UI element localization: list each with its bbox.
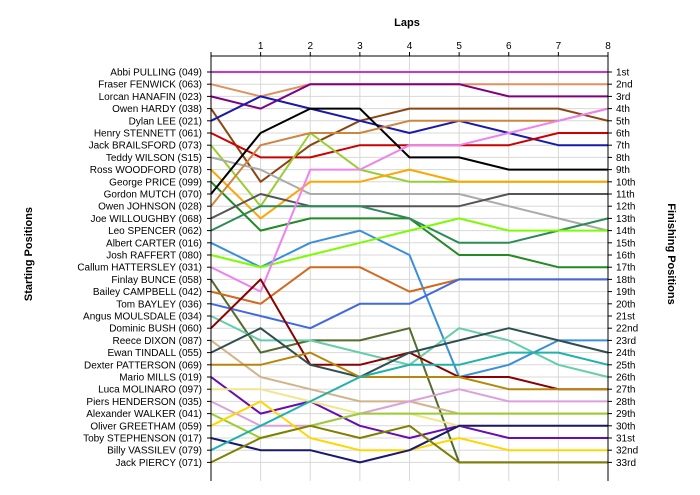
- series-line: [210, 107, 609, 183]
- series-line: [210, 388, 608, 427]
- driver-label: Josh RAFFERT (080): [106, 251, 202, 262]
- driver-label: Callum HATTERSLEY (031): [77, 263, 202, 274]
- driver-label: Owen HARDY (038): [112, 104, 202, 115]
- finishing-position-label: 28th: [616, 397, 635, 408]
- finishing-position-label: 5th: [616, 116, 630, 127]
- driver-label: Angus MOULSDALE (034): [83, 312, 202, 323]
- finishing-position-label: 26th: [616, 373, 635, 384]
- driver-label: Albert CARTER (016): [106, 238, 202, 249]
- y-axis-label-right: Finishing Positions: [665, 203, 677, 304]
- series-line: [211, 351, 608, 391]
- driver-label: Bailey CAMPBELL (042): [93, 287, 202, 298]
- finishing-position-label: 31st: [616, 434, 635, 445]
- series-line: [210, 95, 608, 147]
- x-tick-label: 7: [556, 41, 562, 52]
- finishing-position-label: 15th: [616, 238, 635, 249]
- driver-label: Lorcan HANAFIN (023): [99, 92, 202, 103]
- x-tick-label: 8: [605, 41, 611, 52]
- driver-label: Dominic BUSH (060): [109, 324, 202, 335]
- driver-label: Jack PIERCY (071): [115, 458, 202, 469]
- finishing-position-label: 1st: [616, 68, 630, 79]
- finishing-position-label: 3rd: [616, 92, 630, 103]
- series-line: [210, 424, 608, 464]
- driver-label: Fraser FENWICK (063): [98, 80, 202, 91]
- finishing-position-label: 22nd: [616, 324, 638, 335]
- driver-label: Toby STEPHENSON (017): [83, 434, 202, 445]
- driver-label: Jack BRAILSFORD (073): [89, 141, 202, 152]
- finishing-position-label: 10th: [616, 177, 635, 188]
- driver-label: Piers HENDERSON (035): [86, 397, 202, 408]
- driver-label: Oliver GREETHAM (059): [90, 421, 202, 432]
- driver-label: Alexander WALKER (041): [86, 409, 202, 420]
- finishing-position-label: 24th: [616, 348, 635, 359]
- x-tick-label: 6: [506, 41, 512, 52]
- finishing-position-label: 12th: [616, 202, 635, 213]
- series-line: [210, 107, 609, 293]
- series-line: [210, 107, 608, 195]
- finishing-position-label: 4th: [616, 104, 630, 115]
- finishing-position-label: 9th: [616, 165, 630, 176]
- series-line: [210, 424, 608, 464]
- finishing-position-label: 8th: [616, 153, 630, 164]
- finishing-position-label: 6th: [616, 129, 630, 140]
- finishing-position-label: 11th: [616, 190, 635, 201]
- series-line: [210, 327, 609, 378]
- driver-label: George PRICE (099): [109, 177, 202, 188]
- finishing-position-label: 16th: [616, 251, 635, 262]
- driver-label: Reece DIXON (087): [113, 336, 202, 347]
- series-line: [210, 217, 608, 269]
- finishing-position-label: 25th: [616, 360, 635, 371]
- series-line: [210, 156, 609, 232]
- series-line: [210, 205, 609, 244]
- series-line: [210, 107, 609, 207]
- finishing-position-label: 30th: [616, 421, 635, 432]
- finishing-position-label: 13th: [616, 214, 635, 225]
- driver-label: Dylan LEE (021): [129, 116, 202, 127]
- finishing-position-label: 32nd: [616, 446, 638, 457]
- chart-title: Laps: [394, 17, 420, 29]
- series-line: [210, 376, 608, 439]
- series-line: [210, 278, 608, 330]
- finishing-position-label: 19th: [616, 287, 635, 298]
- x-tick-label: 5: [456, 41, 462, 52]
- series-line: [210, 229, 608, 378]
- finishing-position-label: 21st: [616, 312, 635, 323]
- finishing-position-label: 29th: [616, 409, 635, 420]
- finishing-position-label: 20th: [616, 299, 635, 310]
- driver-label: Ewan TINDALL (055): [108, 348, 203, 359]
- series-lines: [210, 71, 609, 464]
- series-line: [210, 193, 608, 220]
- driver-label: Leo SPENCER (062): [108, 226, 202, 237]
- driver-label: Dexter PATTERSON (069): [84, 360, 202, 371]
- series-line: [210, 351, 609, 452]
- driver-label: Luca MOLINARO (097): [98, 385, 202, 396]
- driver-label: Billy VASSILEV (079): [107, 446, 202, 457]
- driver-label: Gordon MUTCH (070): [104, 190, 202, 201]
- x-tick-label: 1: [258, 41, 264, 52]
- finishing-position-label: 2nd: [616, 80, 633, 91]
- driver-label: Ross WOODFORD (078): [90, 165, 202, 176]
- axes: [207, 52, 612, 481]
- x-tick-label: 4: [407, 41, 413, 52]
- driver-label: Teddy WILSON (S15): [106, 153, 202, 164]
- driver-label: Joe WILLOUGHBY (068): [90, 214, 202, 225]
- finishing-position-label: 18th: [616, 275, 635, 286]
- x-tick-label: 3: [357, 41, 363, 52]
- finishing-position-label: 17th: [616, 263, 635, 274]
- driver-label: Henry STENNETT (061): [94, 129, 202, 140]
- finishing-position-label: 14th: [616, 226, 635, 237]
- y-axis-label-left: Starting Positions: [23, 207, 35, 301]
- x-tick-label: 2: [307, 41, 313, 52]
- finishing-position-label: 23rd: [616, 336, 636, 347]
- driver-label: Abbi PULLING (049): [110, 68, 202, 79]
- driver-label: Finlay BUNCE (058): [111, 275, 202, 286]
- finishing-position-label: 33rd: [616, 458, 636, 469]
- finishing-position-label: 7th: [616, 141, 630, 152]
- driver-label: Mario MILLS (019): [119, 373, 202, 384]
- finishing-position-label: 27th: [616, 385, 635, 396]
- driver-label: Tom BAYLEY (036): [116, 299, 202, 310]
- driver-label: Owen JOHNSON (028): [98, 202, 202, 213]
